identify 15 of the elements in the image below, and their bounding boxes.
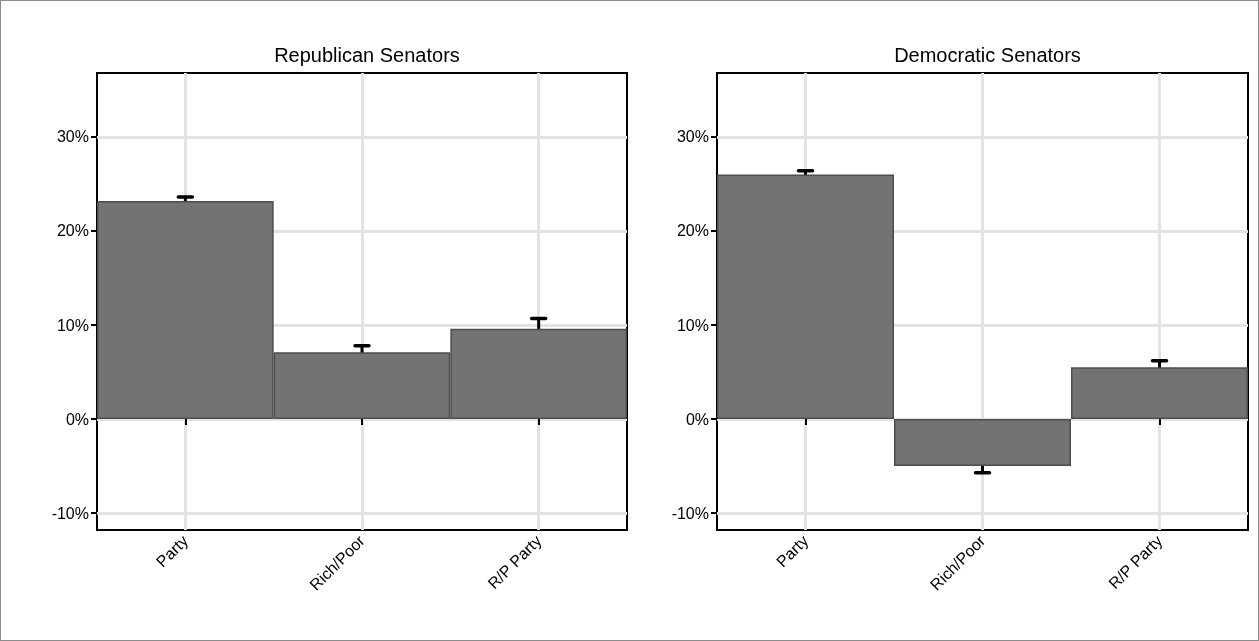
y-tick-label: 20% bbox=[676, 222, 709, 240]
bar bbox=[716, 174, 894, 420]
chart-title: Republican Senators bbox=[274, 44, 460, 66]
y-tick-label: -10% bbox=[671, 504, 709, 522]
y-tick-label: 30% bbox=[676, 128, 709, 146]
y-tick-label: 30% bbox=[56, 128, 89, 146]
y-tick-label: 20% bbox=[56, 222, 89, 240]
bar bbox=[893, 419, 1071, 467]
bar bbox=[1070, 367, 1248, 420]
y-tick-label: 0% bbox=[685, 410, 709, 428]
y-tick-label: 0% bbox=[65, 410, 89, 428]
chart-title: Democratic Senators bbox=[893, 44, 1081, 66]
y-tick-label: 10% bbox=[56, 316, 89, 334]
y-tick-label: -10% bbox=[51, 504, 89, 522]
y-tick-label: 10% bbox=[676, 316, 709, 334]
